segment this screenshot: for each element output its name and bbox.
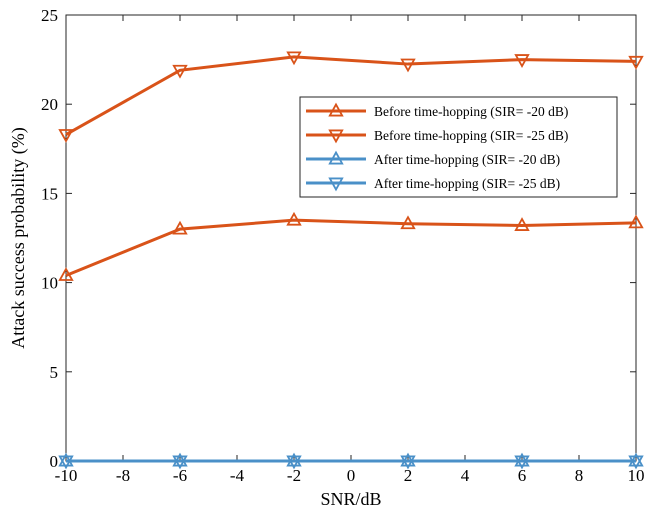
data-point	[58, 455, 74, 470]
series-layer	[58, 51, 644, 470]
x-tick-label: 4	[461, 466, 470, 485]
data-point	[286, 455, 302, 470]
data-point	[514, 455, 530, 470]
data-point	[628, 214, 644, 229]
data-point	[172, 64, 188, 79]
series-line	[65, 218, 637, 277]
data-point	[328, 129, 344, 144]
x-tick-label: 10	[628, 466, 645, 485]
data-point	[328, 102, 344, 117]
y-tick-label: 15	[41, 184, 58, 203]
data-point	[172, 455, 188, 470]
legend-entry: After time-hopping (SIR= -20 dB)	[306, 150, 560, 167]
legend-label: Before time-hopping (SIR= -25 dB)	[374, 128, 568, 143]
legend-box	[299, 96, 618, 198]
y-tick-label: 10	[41, 274, 58, 293]
x-tick-label: -8	[116, 466, 130, 485]
legend-label: Before time-hopping (SIR= -20 dB)	[374, 104, 568, 119]
data-point	[286, 51, 302, 66]
data-point	[628, 55, 644, 70]
legend-entry: After time-hopping (SIR= -25 dB)	[306, 176, 560, 192]
x-axis-label: SNR/dB	[320, 489, 381, 509]
x-tick-label: 8	[575, 466, 584, 485]
data-point	[514, 54, 530, 68]
x-tick-label: 2	[404, 466, 413, 485]
series-before-time-hopping-sir-20-db	[58, 211, 644, 281]
x-tick-label: -2	[287, 466, 301, 485]
legend-entry: Before time-hopping (SIR= -20 dB)	[306, 102, 568, 119]
legend-entry: Before time-hopping (SIR= -25 dB)	[306, 128, 568, 144]
y-tick-label: 0	[50, 452, 59, 471]
data-point	[400, 58, 416, 73]
y-axis-label: Attack success probability (%)	[8, 127, 29, 348]
x-tick-label: -4	[230, 466, 245, 485]
legend: Before time-hopping (SIR= -20 dB) Before …	[299, 96, 618, 198]
y-tick-label: 5	[50, 363, 59, 382]
series-after-time-hopping-sir-25-db	[58, 455, 644, 470]
data-point	[286, 211, 302, 226]
data-point	[328, 150, 344, 165]
y-tick-label: 20	[41, 95, 58, 114]
data-point	[328, 177, 344, 192]
plot-frame	[65, 14, 637, 462]
series-line	[65, 55, 637, 136]
series-before-time-hopping-sir-25-db	[58, 51, 644, 143]
data-point	[400, 215, 416, 230]
x-tick-label: -6	[173, 466, 187, 485]
data-point	[400, 455, 416, 470]
data-point	[514, 217, 530, 231]
legend-label: After time-hopping (SIR= -20 dB)	[374, 152, 560, 167]
legend-label: After time-hopping (SIR= -25 dB)	[374, 176, 560, 191]
data-point	[58, 129, 74, 143]
axes: -10 -8 -6 -4 -2 0 2 4 6 8 10 0 5 10 15 20 25	[41, 6, 645, 485]
x-tick-label: -10	[55, 466, 78, 485]
y-tick-label: 25	[41, 6, 58, 25]
data-point	[58, 267, 74, 281]
x-tick-label: 6	[518, 466, 527, 485]
x-tick-label: 0	[347, 466, 356, 485]
data-point	[628, 455, 644, 470]
data-point	[172, 220, 188, 235]
